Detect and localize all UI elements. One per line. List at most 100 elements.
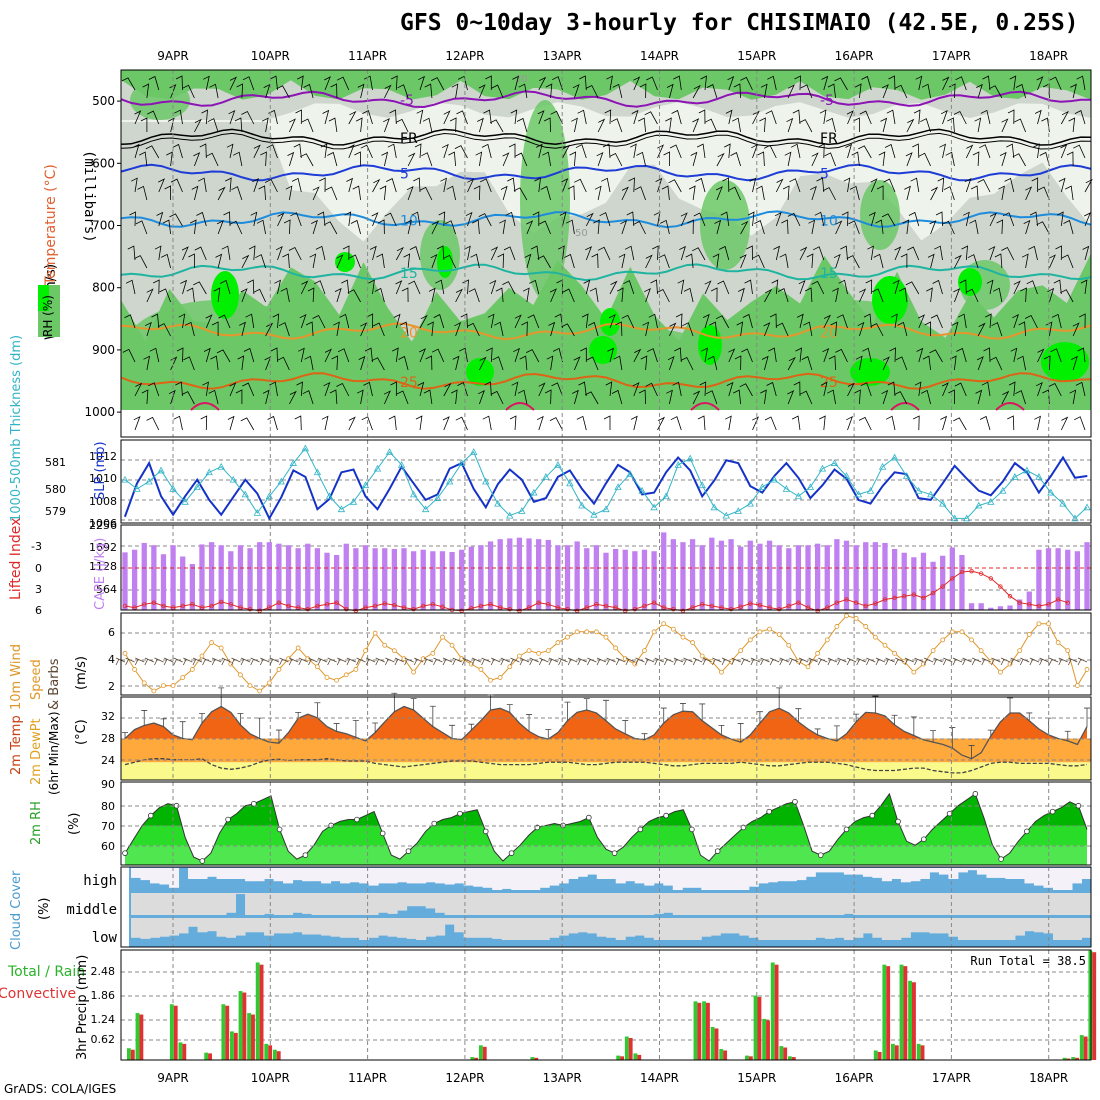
cloud-high-gap <box>197 868 208 879</box>
slp-point <box>978 490 980 492</box>
wind-barb <box>376 253 385 269</box>
rh-moist-patch <box>760 300 940 410</box>
lifted-index-point <box>700 602 705 607</box>
rh-tick-label: 60 <box>101 840 115 853</box>
wind-barb <box>424 83 433 99</box>
thickness-point <box>674 461 682 468</box>
precip-frame <box>120 949 1092 1061</box>
wind-barb <box>732 117 741 133</box>
wind-barb <box>690 151 698 167</box>
cape-bar <box>766 540 773 610</box>
cloud-middle-gap <box>1052 893 1063 915</box>
wind-barb <box>188 253 195 268</box>
cloud-middle-gap <box>302 893 313 914</box>
wind-speed-point <box>353 667 359 672</box>
surface-wind-barb <box>750 657 761 666</box>
pressure-tick-label: 900 <box>92 343 115 357</box>
cloud-low-gap <box>188 918 199 927</box>
cloud-middle-gap <box>824 893 835 915</box>
wind-barb <box>633 220 646 235</box>
cape-bar <box>468 546 474 610</box>
wind-barb <box>1001 246 1015 261</box>
cloud-middle-gap <box>292 893 303 913</box>
surface-wind-barb <box>558 657 568 666</box>
cloud-high-gap <box>995 868 1006 878</box>
thickness-point <box>253 509 261 516</box>
wind-barb <box>169 84 177 99</box>
wind-barb <box>414 143 422 159</box>
wind-barb <box>475 151 483 167</box>
surface-wind-barb <box>221 657 231 666</box>
wind-barb <box>822 187 836 201</box>
cloud-middle-gap <box>245 893 256 915</box>
wind-barb <box>768 347 777 363</box>
wind-speed-point <box>949 629 955 635</box>
cloud-middle-gap <box>216 893 227 915</box>
cloud-middle-gap <box>340 893 351 915</box>
wind-barb <box>277 356 290 371</box>
cloud-middle-gap <box>254 893 265 915</box>
cape-bar <box>536 539 542 610</box>
wind-barb <box>983 347 991 363</box>
wind-speed-point <box>161 683 166 688</box>
wind-barb <box>670 416 682 431</box>
panel-temp <box>121 687 1091 780</box>
wind-barb <box>350 219 361 235</box>
cape-bar <box>314 548 321 610</box>
cloud-middle-gap <box>729 893 740 915</box>
wind-barb <box>149 347 160 363</box>
wind-barb <box>134 382 143 397</box>
panel-precip <box>121 950 1097 1060</box>
wind-barb <box>669 322 677 337</box>
wind-speed-point <box>661 621 667 627</box>
wind-barb <box>814 211 825 227</box>
precip-total-bar <box>779 1046 784 1060</box>
cape-bar <box>247 548 253 610</box>
wind-barb <box>401 287 409 303</box>
temp-range-bar <box>352 720 359 738</box>
wind-barb <box>455 288 463 303</box>
wind-speed-point <box>238 672 243 678</box>
wind-speed-point <box>1036 621 1042 627</box>
wind-speed-point <box>334 677 340 683</box>
precip-convective-bar <box>225 1005 230 1060</box>
wind-barb <box>516 117 528 133</box>
wind-barb <box>692 84 701 99</box>
wind-barb <box>895 356 908 371</box>
isotherm-label: FR <box>820 131 838 147</box>
pressure-axis-label: (millibars) <box>81 150 97 243</box>
wind-barb <box>438 211 446 227</box>
date-label-top: 15APR <box>737 49 776 63</box>
wind-barb <box>764 416 777 431</box>
wind-barb <box>674 347 682 363</box>
thickness-point <box>409 490 418 498</box>
cloud-middle-gap <box>672 893 683 915</box>
wind-barb <box>294 415 302 431</box>
surface-wind-barb <box>279 657 289 666</box>
cloud-low-gap <box>321 918 332 936</box>
cloud-high-gap <box>577 868 588 877</box>
date-label-top: 17APR <box>932 49 971 63</box>
wind-barb <box>170 178 183 193</box>
slp-point <box>809 497 812 499</box>
wind-barb <box>451 83 459 99</box>
wind-speed-point <box>844 613 849 619</box>
cape-bar <box>459 549 465 610</box>
cape-bar <box>584 548 590 610</box>
cloud-low-gap <box>957 918 968 940</box>
wind-speed-point <box>680 634 686 640</box>
temp-range-bar <box>506 704 513 713</box>
wind-barb <box>733 389 741 405</box>
cloud-middle-gap <box>330 893 341 915</box>
wind-barb <box>233 151 243 167</box>
wind-barb <box>276 85 290 99</box>
wind-barb <box>383 390 391 405</box>
cloud-high-gap <box>606 868 617 879</box>
precip-total-bar <box>702 1001 706 1060</box>
cloud-low-gap <box>1033 918 1044 933</box>
wind-barb <box>573 356 581 371</box>
wind-speed-point <box>998 669 1003 675</box>
wind-barb <box>175 75 183 91</box>
wind-barb <box>219 279 231 295</box>
wind-barb <box>835 220 843 235</box>
